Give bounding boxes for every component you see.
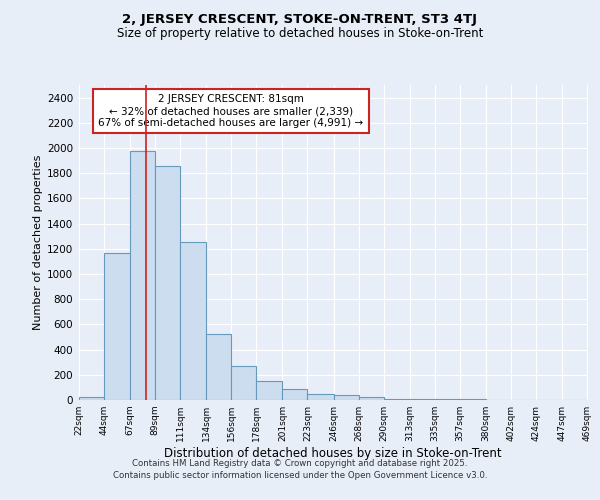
Text: Contains public sector information licensed under the Open Government Licence v3: Contains public sector information licen… (113, 471, 487, 480)
Bar (180, 242, 206, 400)
Bar (359, 398, 383, 400)
Bar (104, 252, 130, 400)
Bar (334, 395, 359, 400)
Bar (79, 397, 104, 400)
Text: Size of property relative to detached houses in Stoke-on-Trent: Size of property relative to detached ho… (117, 28, 483, 40)
Bar (283, 388, 307, 400)
Bar (130, 150, 155, 400)
Bar (307, 394, 334, 400)
Bar (256, 381, 283, 400)
X-axis label: Distribution of detached houses by size in Stoke-on-Trent: Distribution of detached houses by size … (164, 447, 502, 460)
Bar (383, 398, 410, 400)
Text: 2, JERSEY CRESCENT, STOKE-ON-TRENT, ST3 4TJ: 2, JERSEY CRESCENT, STOKE-ON-TRENT, ST3 … (122, 12, 478, 26)
Y-axis label: Number of detached properties: Number of detached properties (33, 155, 43, 330)
Text: 2 JERSEY CRESCENT: 81sqm
← 32% of detached houses are smaller (2,339)
67% of sem: 2 JERSEY CRESCENT: 81sqm ← 32% of detach… (98, 94, 364, 128)
Text: Contains HM Land Registry data © Crown copyright and database right 2025.: Contains HM Land Registry data © Crown c… (132, 458, 468, 468)
Bar (232, 366, 256, 400)
Bar (206, 334, 232, 400)
Bar (155, 166, 180, 400)
